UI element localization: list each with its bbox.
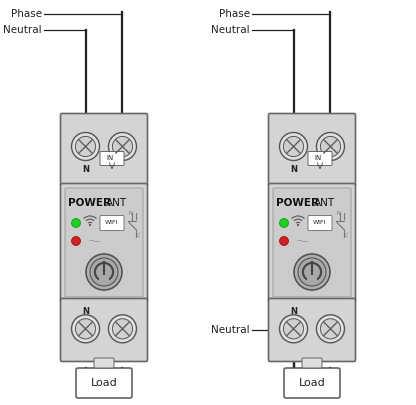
Circle shape [280, 315, 307, 343]
Text: N: N [129, 211, 132, 216]
Text: Phase: Phase [11, 9, 42, 19]
Text: Neutral: Neutral [211, 25, 250, 35]
FancyBboxPatch shape [308, 215, 332, 230]
Text: Load: Load [91, 378, 117, 388]
Circle shape [89, 224, 91, 226]
FancyBboxPatch shape [60, 113, 148, 186]
Text: Load: Load [299, 378, 325, 388]
Circle shape [86, 254, 122, 290]
Circle shape [109, 315, 136, 343]
FancyBboxPatch shape [76, 368, 132, 398]
Circle shape [75, 136, 96, 157]
Circle shape [72, 132, 99, 160]
FancyBboxPatch shape [268, 113, 356, 186]
Circle shape [75, 319, 96, 339]
Circle shape [72, 315, 99, 343]
Text: POWER: POWER [68, 198, 111, 208]
Text: C: C [136, 233, 140, 238]
Circle shape [297, 224, 299, 226]
FancyBboxPatch shape [60, 183, 148, 301]
Text: Neutral: Neutral [211, 325, 250, 335]
Circle shape [112, 319, 133, 339]
Text: N: N [82, 307, 89, 316]
Circle shape [72, 237, 81, 245]
FancyBboxPatch shape [100, 215, 124, 230]
Text: Neutral: Neutral [3, 25, 42, 35]
Text: ~—: ~— [296, 238, 309, 244]
FancyBboxPatch shape [273, 188, 351, 297]
Circle shape [72, 219, 81, 228]
Text: WIFI: WIFI [313, 220, 327, 226]
FancyBboxPatch shape [268, 183, 356, 301]
Text: ~—: ~— [88, 238, 101, 244]
Circle shape [109, 132, 136, 160]
Circle shape [320, 136, 341, 157]
FancyBboxPatch shape [284, 368, 340, 398]
FancyBboxPatch shape [268, 298, 356, 362]
Text: N: N [82, 164, 89, 173]
FancyBboxPatch shape [94, 358, 114, 368]
Circle shape [90, 258, 118, 286]
Text: N: N [290, 307, 297, 316]
Text: ANT: ANT [314, 198, 335, 208]
FancyBboxPatch shape [65, 188, 143, 297]
Circle shape [283, 136, 304, 157]
Text: N: N [290, 164, 297, 173]
Circle shape [280, 132, 307, 160]
Text: C: C [344, 233, 348, 238]
Circle shape [112, 136, 133, 157]
Circle shape [317, 315, 344, 343]
FancyBboxPatch shape [308, 151, 332, 166]
FancyBboxPatch shape [302, 358, 322, 368]
FancyBboxPatch shape [60, 298, 148, 362]
Circle shape [294, 254, 330, 290]
Text: POWER: POWER [276, 198, 319, 208]
Circle shape [298, 258, 326, 286]
Text: IN: IN [314, 155, 322, 161]
Text: N: N [337, 211, 340, 216]
FancyBboxPatch shape [100, 151, 124, 166]
Circle shape [320, 319, 341, 339]
Circle shape [280, 237, 289, 245]
Circle shape [280, 219, 289, 228]
Circle shape [283, 319, 304, 339]
Circle shape [317, 132, 344, 160]
Text: IN: IN [106, 155, 114, 161]
Text: Phase: Phase [219, 9, 250, 19]
Text: ANT: ANT [106, 198, 127, 208]
Text: WIFI: WIFI [105, 220, 119, 226]
